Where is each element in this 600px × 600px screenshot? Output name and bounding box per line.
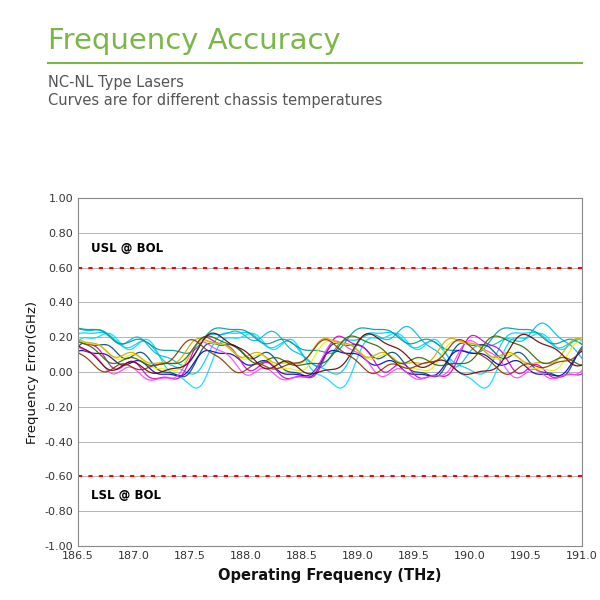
Text: Curves are for different chassis temperatures: Curves are for different chassis tempera…	[48, 93, 382, 108]
Text: LSL @ BOL: LSL @ BOL	[91, 489, 161, 502]
Text: USL @ BOL: USL @ BOL	[91, 242, 164, 255]
X-axis label: Operating Frequency (THz): Operating Frequency (THz)	[218, 568, 442, 583]
Text: NC-NL Type Lasers: NC-NL Type Lasers	[48, 75, 184, 90]
Y-axis label: Frequency Error(GHz): Frequency Error(GHz)	[26, 301, 39, 443]
Text: Frequency Accuracy: Frequency Accuracy	[48, 27, 341, 55]
